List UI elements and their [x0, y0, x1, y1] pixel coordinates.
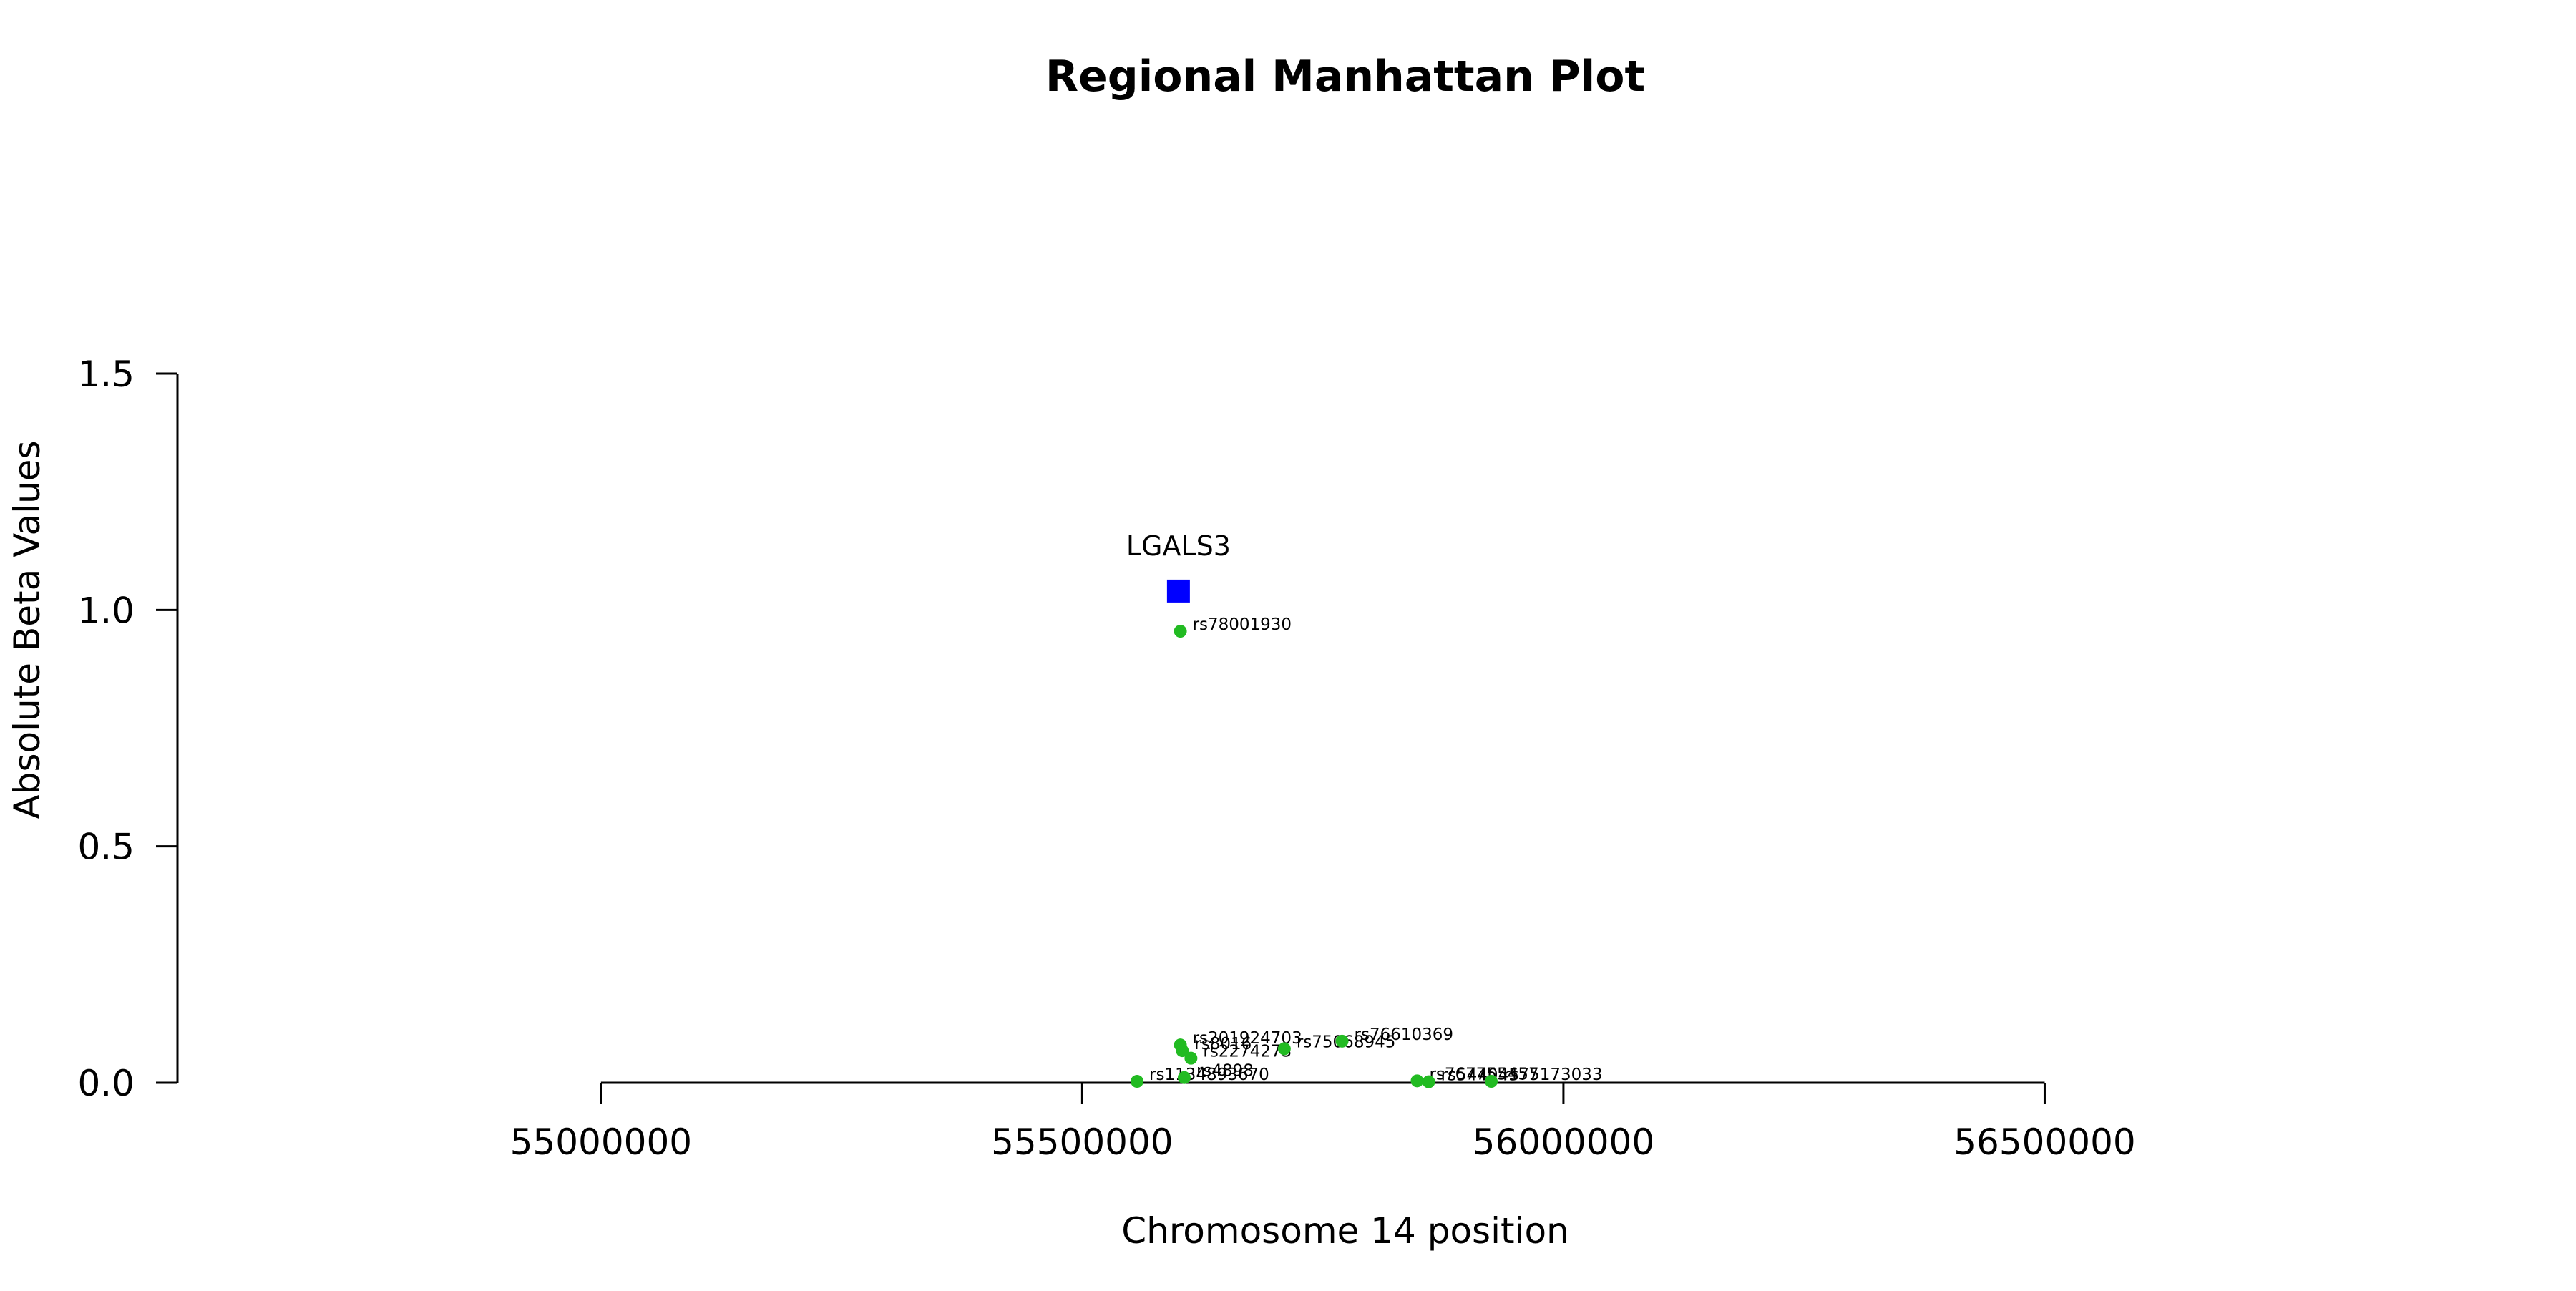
snp-point — [1174, 625, 1187, 638]
y-tick-label: 0.5 — [77, 827, 135, 868]
snp-point — [1277, 1042, 1291, 1056]
snp-point — [1410, 1074, 1424, 1088]
snp-point — [1131, 1075, 1144, 1088]
gene-marker — [1166, 579, 1190, 603]
gene-label: LGALS3 — [1126, 530, 1231, 562]
y-tick-label: 1.0 — [77, 590, 135, 631]
snp-label: rs767755457 — [1429, 1065, 1538, 1083]
snp-label: rs8016 — [1194, 1035, 1252, 1053]
x-axis: 55000000 55500000 56000000 56500000 — [510, 1081, 2136, 1163]
snp-label: rs4898 — [1196, 1062, 1254, 1081]
x-axis-label: Chromosome 14 position — [1121, 1210, 1569, 1252]
snp-point — [1177, 1071, 1191, 1084]
snp-point — [1485, 1075, 1498, 1088]
snp-point — [1335, 1034, 1349, 1048]
y-axis-label: Absolute Beta Values — [6, 441, 48, 819]
snp-point — [1184, 1051, 1198, 1065]
snp-label: rs2274273 — [1203, 1043, 1292, 1061]
snp-label: rs78001930 — [1193, 615, 1292, 634]
x-tick-label: 55500000 — [991, 1121, 1174, 1163]
x-tick-label: 56000000 — [1473, 1121, 1655, 1163]
snp-label: rs544045 — [1441, 1066, 1519, 1085]
y-axis: 0.0 0.5 1.0 1.5 — [77, 354, 179, 1104]
x-tick-label: 56500000 — [1953, 1121, 2136, 1163]
data-points: rs78001930rs201924703rs8016rs2274273rs75… — [1126, 530, 1603, 1088]
snp-point — [1176, 1044, 1189, 1058]
snp-label: rs1134893670 — [1149, 1066, 1269, 1084]
y-tick-label: 1.5 — [77, 354, 135, 395]
snp-point — [1422, 1075, 1435, 1088]
x-tick-label: 55000000 — [510, 1121, 693, 1163]
snp-label: rs76610369 — [1355, 1026, 1454, 1044]
y-tick-label: 0.0 — [77, 1063, 135, 1104]
chart-title: Regional Manhattan Plot — [1045, 52, 1645, 102]
snp-label: rs75173033 — [1503, 1066, 1603, 1084]
